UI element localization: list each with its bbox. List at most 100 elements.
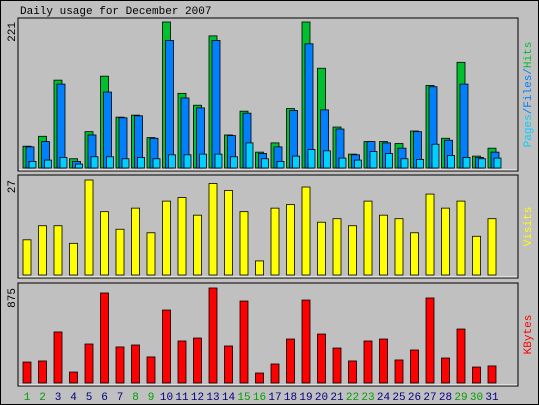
legend-entry: Visits xyxy=(523,207,535,247)
bar xyxy=(270,207,280,276)
bar xyxy=(239,211,249,276)
x-tick-label: 30 xyxy=(470,392,483,404)
bar xyxy=(53,225,63,276)
x-tick-label: 12 xyxy=(191,392,204,404)
bar xyxy=(56,83,66,169)
bar xyxy=(137,157,145,169)
bar xyxy=(193,214,202,276)
x-tick-label: 8 xyxy=(132,392,139,404)
bar xyxy=(410,232,419,276)
bar xyxy=(472,235,481,276)
x-tick-label: 26 xyxy=(408,392,421,404)
x-tick-label: 1 xyxy=(24,392,31,404)
bar xyxy=(317,333,326,384)
bar xyxy=(369,151,378,169)
bar xyxy=(472,366,481,384)
x-tick-label: 29 xyxy=(454,392,467,404)
bar xyxy=(286,204,295,276)
bar xyxy=(224,345,233,384)
bar xyxy=(59,157,68,169)
legend-entry: Hits xyxy=(523,42,535,68)
bar xyxy=(394,359,404,384)
bar xyxy=(255,372,264,384)
bar xyxy=(90,156,99,169)
x-tick-label: 17 xyxy=(268,392,281,404)
x-tick-label: 24 xyxy=(377,392,391,404)
bar xyxy=(214,153,223,169)
bar xyxy=(354,159,362,169)
x-tick-label: 25 xyxy=(392,392,405,404)
bar xyxy=(332,218,342,276)
bar xyxy=(286,338,295,384)
bar xyxy=(69,371,78,384)
bar xyxy=(162,200,171,276)
bar xyxy=(400,158,409,169)
bar xyxy=(131,344,140,384)
bar xyxy=(410,349,419,384)
bar xyxy=(307,149,316,169)
bar xyxy=(22,239,32,276)
bar xyxy=(177,340,187,384)
bar xyxy=(100,211,109,276)
bar xyxy=(447,155,455,169)
x-tick-label: 16 xyxy=(253,392,266,404)
x-tick-label: 18 xyxy=(284,392,297,404)
x-tick-label: 28 xyxy=(439,392,452,404)
legend-entry: Pages xyxy=(523,114,535,147)
bar xyxy=(363,200,373,276)
x-tick-label: 7 xyxy=(117,392,124,404)
legend-entry: Files xyxy=(523,75,535,108)
bar xyxy=(270,363,280,384)
bar xyxy=(239,300,249,384)
bar xyxy=(115,346,125,384)
bar xyxy=(84,343,94,384)
bar xyxy=(183,154,192,169)
x-tick-label: 14 xyxy=(222,392,236,404)
y-tick-label: 27 xyxy=(7,180,19,193)
bar xyxy=(115,228,125,276)
y-tick-label: 221 xyxy=(7,22,19,42)
x-tick-label: 5 xyxy=(86,392,93,404)
x-tick-label: 27 xyxy=(423,392,436,404)
bar xyxy=(348,225,357,276)
bar xyxy=(459,83,469,169)
bar xyxy=(487,218,497,276)
bar xyxy=(456,328,466,384)
x-tick-label: 21 xyxy=(330,392,344,404)
x-tick-label: 13 xyxy=(206,392,219,404)
bar xyxy=(131,207,140,276)
bar xyxy=(379,338,388,384)
x-tick-label: 2 xyxy=(39,392,46,404)
bar xyxy=(146,232,156,276)
y-tick-label: 875 xyxy=(7,288,19,308)
bar xyxy=(416,159,424,169)
bar xyxy=(363,340,373,384)
bar xyxy=(276,160,285,169)
bar xyxy=(162,309,171,384)
bar xyxy=(22,361,32,384)
bar xyxy=(431,143,440,169)
bar xyxy=(100,292,109,384)
bar xyxy=(165,40,174,169)
bar xyxy=(456,200,466,276)
x-tick-label: 10 xyxy=(160,392,173,404)
legend: Visits xyxy=(523,207,535,247)
x-tick-label: 22 xyxy=(346,392,359,404)
legend: KBytes xyxy=(523,315,535,355)
x-tick-label: 3 xyxy=(55,392,62,404)
bar xyxy=(332,347,342,384)
bar xyxy=(168,154,176,169)
x-tick-label: 11 xyxy=(175,392,189,404)
bar xyxy=(38,225,47,276)
bar xyxy=(106,156,114,169)
bar xyxy=(146,356,156,384)
legend-separator: / xyxy=(523,108,535,115)
bar xyxy=(208,287,218,384)
bar xyxy=(230,156,238,169)
bar xyxy=(338,157,347,169)
bar xyxy=(379,214,388,276)
bar xyxy=(28,160,37,169)
bar xyxy=(177,197,187,276)
bar xyxy=(53,331,63,384)
